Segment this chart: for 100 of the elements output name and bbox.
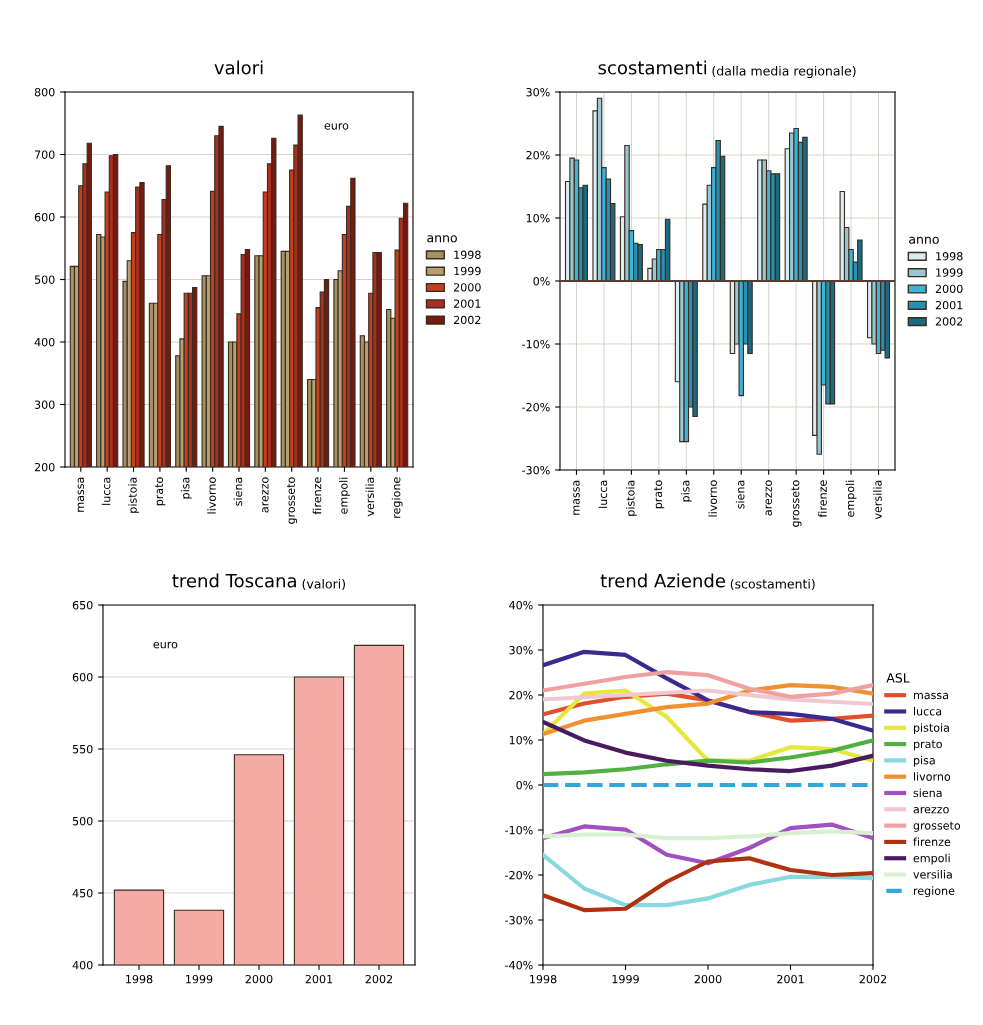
bar xyxy=(770,173,776,282)
x-tick-label: 2002 xyxy=(859,974,887,984)
x-tick-label: pisa xyxy=(180,477,192,499)
bar xyxy=(569,157,575,282)
bar xyxy=(839,190,846,282)
line-series xyxy=(543,688,873,707)
bar xyxy=(683,280,690,443)
x-tick-label: 1999 xyxy=(186,974,213,984)
y-tick-label: 0% xyxy=(533,276,550,286)
y-tick-label: 0% xyxy=(516,780,533,790)
x-tick-label: pistoia xyxy=(626,480,637,516)
chart-title: trend Toscana xyxy=(172,573,296,588)
chart-subtitle: (scostamenti) xyxy=(730,578,815,591)
y-tick-label: 600 xyxy=(34,212,55,222)
y-tick-label: 500 xyxy=(34,275,55,284)
chart-title: trend Aziende xyxy=(600,573,725,588)
y-tick-label: 40% xyxy=(509,600,533,610)
x-tick-label: firenze xyxy=(312,477,322,515)
chart-title: scostamenti xyxy=(598,60,707,75)
legend-label: 1998 xyxy=(936,252,963,261)
x-tick-label: pistoia xyxy=(128,477,139,513)
x-tick-label: 2002 xyxy=(365,974,393,984)
bar xyxy=(825,280,831,405)
bar xyxy=(582,184,589,282)
line-series xyxy=(543,738,873,777)
x-tick-label: 2001 xyxy=(777,974,804,984)
y-tick-label: -20% xyxy=(505,870,533,880)
x-tick-label: 1998 xyxy=(126,974,153,984)
legend-label: 1999 xyxy=(936,268,963,277)
x-tick-label: pisa xyxy=(680,480,692,502)
y-tick-label: 10% xyxy=(509,735,533,745)
bar xyxy=(637,243,643,282)
legend-title: anno xyxy=(909,236,939,244)
legend-label: versilia xyxy=(913,870,952,879)
y-tick-label: 400 xyxy=(34,337,55,347)
legend-label: 2001 xyxy=(453,299,481,308)
bar xyxy=(715,139,721,282)
y-tick-label: 30% xyxy=(509,645,533,655)
y-tick-label: 20% xyxy=(526,150,550,160)
chart-subtitle: (valori) xyxy=(302,578,346,591)
bar xyxy=(738,280,744,397)
legend-label: 2000 xyxy=(935,284,963,294)
y-tick-label: 600 xyxy=(72,672,93,682)
legend-title: anno xyxy=(427,235,457,243)
bar xyxy=(829,280,836,405)
x-tick-label: livorno xyxy=(207,477,216,514)
x-tick-label: 1999 xyxy=(612,974,639,984)
x-tick-label: 2000 xyxy=(694,974,722,984)
y-tick-label: -10% xyxy=(505,825,533,835)
y-tick-label: -40% xyxy=(505,960,533,970)
bar xyxy=(692,280,698,418)
y-tick-label: -10% xyxy=(522,339,550,349)
x-tick-label: massa xyxy=(77,477,85,512)
line-series xyxy=(543,669,873,699)
annotation: euro xyxy=(153,641,178,649)
y-tick-label: 10% xyxy=(526,213,550,223)
legend-label: pistoia xyxy=(913,723,949,734)
x-tick-label: prato xyxy=(654,480,665,509)
x-tick-label: firenze xyxy=(818,480,827,518)
legend-label: massa xyxy=(913,692,948,700)
x-tick-label: lucca xyxy=(101,477,111,505)
y-tick-label: -20% xyxy=(522,402,550,412)
x-tick-label: siena xyxy=(735,480,745,509)
chart-title: valori xyxy=(214,60,263,75)
y-tick-label: -30% xyxy=(505,915,533,925)
y-tick-label: 700 xyxy=(34,150,55,159)
x-tick-label: 2000 xyxy=(245,974,273,984)
line-series xyxy=(543,719,873,774)
legend-label: 1999 xyxy=(454,266,481,276)
x-tick-label: lucca xyxy=(598,480,608,508)
chart-subtitle: (dalla media regionale) xyxy=(712,65,856,78)
bar xyxy=(802,136,808,282)
y-tick-label: 550 xyxy=(72,744,93,754)
y-tick-label: 400 xyxy=(72,960,93,970)
legend-label: 2000 xyxy=(453,283,481,292)
x-tick-label: prato xyxy=(155,477,166,506)
line-series xyxy=(543,829,873,841)
x-tick-label: empoli xyxy=(845,480,857,517)
bar xyxy=(816,280,822,455)
y-tick-label: 500 xyxy=(72,816,93,826)
bar xyxy=(884,280,891,359)
legend-label: grosseto xyxy=(913,821,961,832)
legend-label: livorno xyxy=(914,772,951,781)
bar xyxy=(747,280,753,355)
legend-label: pisa xyxy=(913,755,935,767)
legend-label: prato xyxy=(913,740,942,751)
legend-label: 1998 xyxy=(454,250,481,259)
x-tick-label: arezzo xyxy=(765,480,772,516)
legend-label: arezzo xyxy=(913,806,949,814)
bar xyxy=(624,144,630,282)
x-tick-label: grosseto xyxy=(791,480,802,527)
x-tick-label: massa xyxy=(573,480,580,515)
y-tick-label: 300 xyxy=(34,400,55,409)
legend-title: ASL xyxy=(886,673,910,683)
x-tick-label: 2001 xyxy=(305,974,333,984)
x-tick-label: arezzo xyxy=(262,477,269,513)
legend-label: 2002 xyxy=(935,317,963,326)
bar xyxy=(761,159,768,282)
y-tick-label: -30% xyxy=(522,465,550,475)
bar xyxy=(857,239,863,282)
